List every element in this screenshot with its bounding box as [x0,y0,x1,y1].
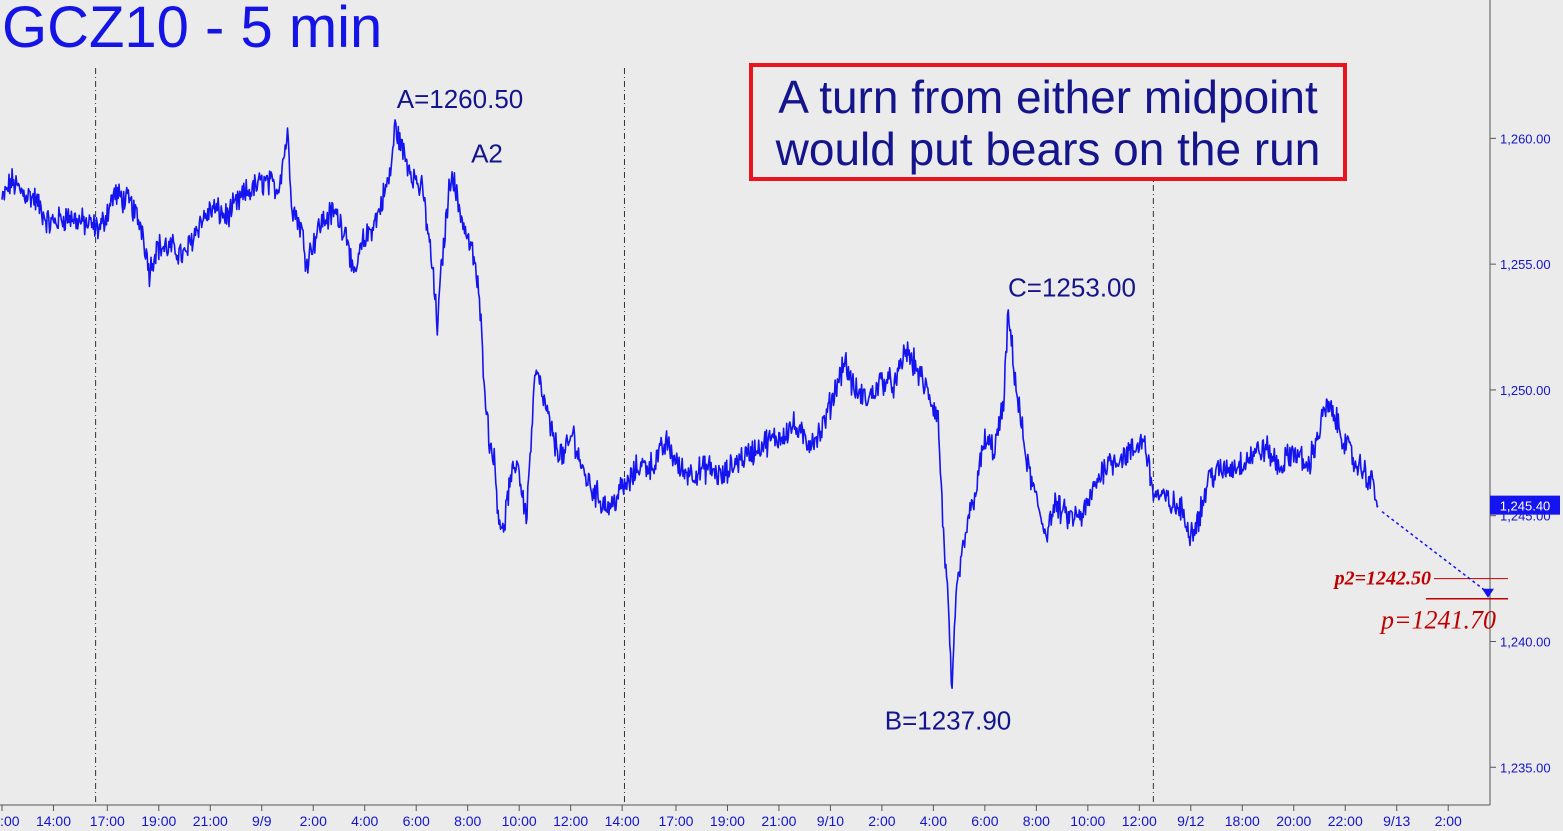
y-tick-label: 1,250.00 [1500,383,1551,398]
x-tick-label: 17:00 [658,813,693,829]
x-tick-label: 12:00 [553,813,588,829]
x-tick-label: 12:00 [1122,813,1157,829]
x-tick-label: 9/12 [1177,813,1204,829]
x-tick-label: 18:00 [1225,813,1260,829]
x-tick-label: 10:00 [1070,813,1105,829]
target-p-label: p=1241.70 [1379,606,1496,635]
price-annotation-label: B=1237.90 [885,705,1012,735]
x-tick-label: 9/9 [252,813,272,829]
x-tick-label: 21:00 [761,813,796,829]
x-tick-label: 9/13 [1383,813,1410,829]
x-tick-label: 6:00 [971,813,998,829]
x-tick-label: 2:00 [300,813,327,829]
chart-title: GCZ10 - 5 min [2,0,383,60]
x-tick-label: 9/10 [817,813,844,829]
x-tick-label: 4:00 [920,813,947,829]
x-tick-label: 14:00 [36,813,71,829]
callout-line-2: would put bears on the run [775,123,1321,175]
target-p2-label: p2=1242.50 [1333,568,1431,590]
price-line [1,119,1379,690]
x-tick-label: 12:00 [0,813,20,829]
last-price-box [1490,495,1560,515]
x-tick-label: 2:00 [868,813,895,829]
x-tick-label: 6:00 [403,813,430,829]
axes [0,0,1491,806]
y-axis-ticks: 1,235.001,240.001,245.001,250.001,255.00… [1490,131,1551,775]
x-tick-label: 8:00 [1023,813,1050,829]
x-tick-label: 14:00 [605,813,640,829]
y-tick-label: 1,240.00 [1500,634,1551,649]
last-price-label: 1,245.40 [1500,499,1551,514]
x-tick-label: 22:00 [1328,813,1363,829]
price-annotation-label: C=1253.00 [1008,272,1136,302]
last-price-marker: 1,245.40 [1490,495,1560,515]
price-annotation-label: A=1260.50 [397,84,524,114]
y-tick-label: 1,255.00 [1500,257,1551,272]
callout-line-1: A turn from either midpoint [778,71,1318,123]
price-annotation-label: A2 [471,139,503,169]
x-tick-label: 4:00 [351,813,378,829]
x-tick-label: 2:00 [1435,813,1462,829]
x-tick-label: 17:00 [90,813,125,829]
x-tick-label: 21:00 [193,813,228,829]
x-tick-label: 20:00 [1276,813,1311,829]
projection-target [1381,511,1508,600]
y-tick-label: 1,260.00 [1500,131,1551,146]
price-annotations: A=1260.50 A2 C=1253.00 B=1237.90 p2=1242.50 p… [397,84,1496,736]
x-tick-label: 8:00 [454,813,481,829]
y-tick-label: 1,235.00 [1500,760,1551,775]
commentary-callout: A turn from either midpoint would put be… [749,63,1347,181]
projection-arrowhead [1482,588,1494,598]
x-tick-label: 10:00 [502,813,537,829]
x-axis-ticks: 12:00 14:00 17:00 19:00 21:00 9/9 2:00 4:00 6:00… [0,805,1462,829]
x-tick-label: 19:00 [141,813,176,829]
session-divider-lines [95,68,1154,805]
price-series [1,119,1379,690]
projection-arrow-line [1381,511,1489,594]
x-tick-label: 19:00 [710,813,745,829]
